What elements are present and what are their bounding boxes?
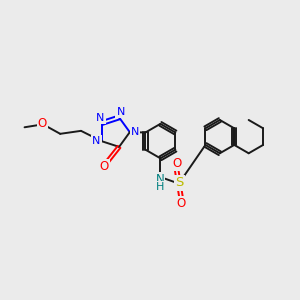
Text: N: N xyxy=(155,173,164,186)
Text: S: S xyxy=(175,176,184,190)
Text: N: N xyxy=(96,113,104,123)
Text: O: O xyxy=(38,117,47,130)
Text: O: O xyxy=(172,157,182,170)
Text: N: N xyxy=(116,107,125,117)
Text: O: O xyxy=(177,197,186,210)
Text: O: O xyxy=(99,160,109,173)
Text: N: N xyxy=(131,127,139,136)
Text: H: H xyxy=(156,182,164,192)
Text: N: N xyxy=(92,136,101,146)
